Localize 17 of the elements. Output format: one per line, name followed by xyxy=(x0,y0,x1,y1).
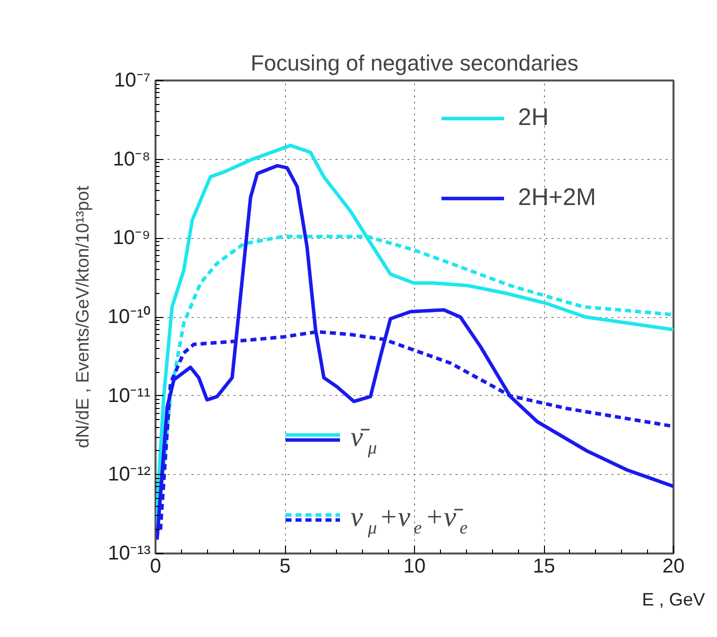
x-tick-label: 20 xyxy=(662,556,685,578)
y-axis-title: dN/dE , Events/GeV/kton/10¹³pot xyxy=(72,186,93,448)
x-tick-label: 5 xyxy=(279,556,291,578)
chart-title: Focusing of negative secondaries xyxy=(250,50,578,76)
annotation: 2H+2M xyxy=(518,184,596,212)
y-tick-label: 10⁻⁹ xyxy=(112,227,150,250)
x-tick-label: 10 xyxy=(403,556,426,578)
y-tick-label: 10⁻¹⁰ xyxy=(108,305,150,328)
y-tick-label: 10⁻⁸ xyxy=(112,148,151,170)
y-tick-label: 10⁻¹² xyxy=(108,464,151,486)
x-tick-label: 15 xyxy=(532,556,556,578)
y-tick-label: 10⁻¹³ xyxy=(108,542,151,564)
x-axis-title: E , GeV xyxy=(642,590,706,610)
annotation: 2H xyxy=(518,104,549,132)
y-tick-label: 10⁻⁷ xyxy=(114,70,150,92)
y-tick-label: 10⁻¹¹ xyxy=(108,384,151,407)
x-tick-label: 0 xyxy=(150,556,162,578)
